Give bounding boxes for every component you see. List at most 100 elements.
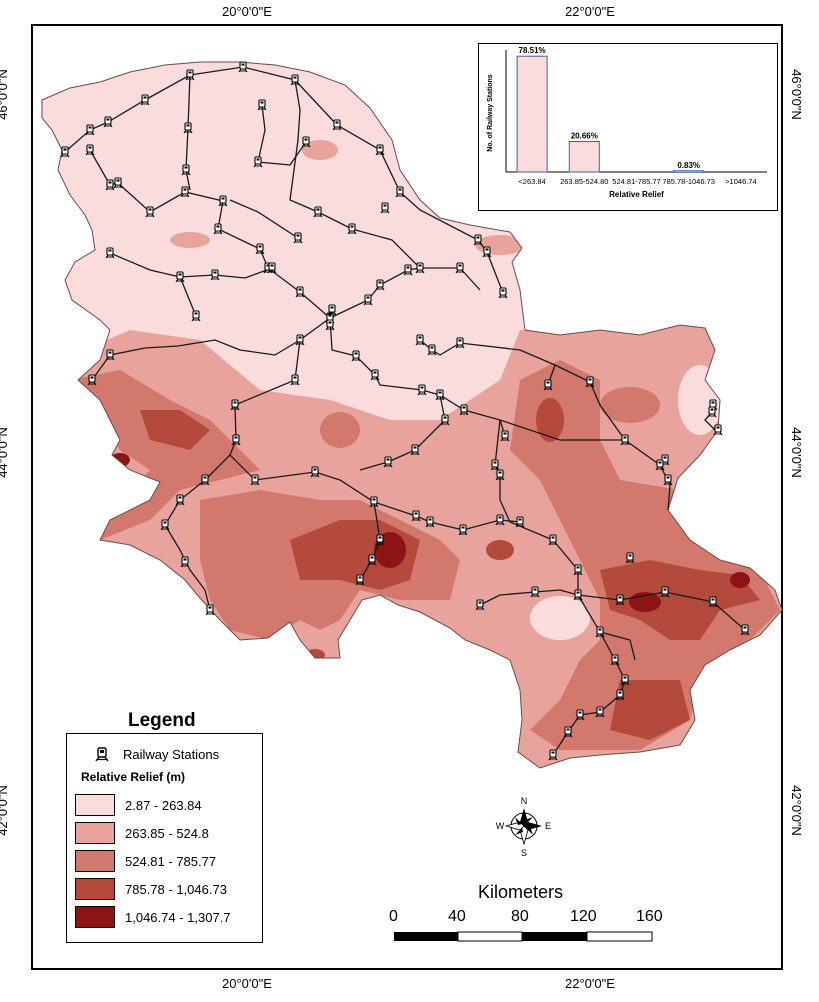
scale-tick-160: 160 [636, 908, 663, 925]
railway-station-marker [660, 586, 670, 598]
railway-station-marker [615, 689, 625, 701]
railway-station-marker [103, 116, 113, 128]
railway-station-marker [105, 179, 115, 191]
chart-data-label: 78.51% [519, 46, 546, 55]
railway-station-marker [415, 334, 425, 346]
graticule-bottom-22e: 22°0'0"E [565, 976, 615, 991]
railway-station-marker [253, 156, 263, 168]
railway-station-marker [85, 124, 95, 136]
north-arrow-icon: N S E W [496, 796, 551, 858]
railway-station-marker [180, 556, 190, 568]
legend-box: Railway Stations Relative Relief (m) 2.8… [66, 733, 263, 943]
scale-tick-120: 120 [570, 908, 597, 925]
legend-swatch-1 [75, 794, 115, 816]
railway-station-marker [427, 344, 437, 356]
legend-swatch-2 [75, 822, 115, 844]
railway-station-marker [458, 524, 468, 536]
scale-bar [394, 931, 653, 942]
railway-station-marker [60, 146, 70, 158]
north-arrow-n: N [521, 796, 528, 806]
relief-station-chart: 78.51% <263.84 20.66% 263.85-524.80 524.81-7… [478, 43, 778, 211]
railway-station-marker [625, 552, 635, 564]
legend-station-label: Railway Stations [123, 746, 220, 762]
legend-class-2: 263.85 - 524.8 [75, 822, 209, 844]
railway-station-marker [410, 444, 420, 456]
railway-station-marker [145, 206, 155, 218]
chart-bar [516, 55, 548, 173]
legend-class-1: 2.87 - 263.84 [75, 794, 202, 816]
legend-class-3-label: 524.81 - 785.77 [125, 853, 217, 869]
railway-station-marker [255, 243, 265, 255]
railway-station-marker [181, 164, 191, 176]
railway-station-marker [455, 337, 465, 349]
railway-station-marker [370, 369, 380, 381]
legend-class-4-label: 785.78 - 1,046.73 [125, 881, 227, 897]
railway-station-marker [455, 262, 465, 274]
railway-station-marker [290, 374, 300, 386]
railway-station-marker [515, 516, 525, 528]
legend-station-row: Railway Stations [95, 746, 219, 762]
railway-station-marker [375, 144, 385, 156]
railway-station-marker [663, 474, 673, 486]
railway-station-marker [713, 424, 723, 436]
railway-station-marker [740, 624, 750, 636]
chart-tick-label: <263.84 [518, 177, 545, 186]
railway-station-marker [375, 279, 385, 291]
railway-station-marker [620, 674, 630, 686]
legend-title: Legend [128, 710, 196, 731]
railway-station-marker [231, 434, 241, 446]
railway-station-marker [615, 594, 625, 606]
railway-station-marker [290, 74, 300, 86]
legend-swatch-5 [75, 906, 115, 928]
railway-station-marker [327, 304, 337, 316]
chart-tick-label: 785.78-1046.73 [662, 177, 715, 186]
legend-class-5: 1,046.74 - 1,307.7 [75, 906, 231, 928]
railway-station-marker [175, 271, 185, 283]
railway-station-marker [105, 349, 115, 361]
railway-station-marker [500, 430, 510, 442]
chart-y-label: No. of Railway Stations [487, 74, 494, 152]
train-icon [95, 747, 109, 762]
scale-tick-40: 40 [448, 908, 466, 925]
railway-station-marker [490, 459, 500, 471]
railway-station-marker [230, 399, 240, 411]
railway-station-marker [293, 232, 303, 244]
railway-station-marker [301, 136, 311, 148]
railway-station-marker [403, 264, 413, 276]
chart-bar [568, 141, 600, 173]
railway-station-marker [459, 404, 469, 416]
railway-station-marker [351, 350, 361, 362]
north-arrow-s: S [521, 848, 527, 858]
railway-station-marker [367, 554, 377, 566]
railway-station-marker [575, 709, 585, 721]
railway-station-marker [395, 186, 405, 198]
railway-station-marker [595, 706, 605, 718]
railway-station-marker [295, 286, 305, 298]
railway-station-marker [238, 61, 248, 73]
railway-station-marker [595, 626, 605, 638]
railway-station-marker [548, 534, 558, 546]
scale-title: Kilometers [478, 882, 564, 902]
legend-class-1-label: 2.87 - 263.84 [125, 797, 202, 813]
railway-station-marker [573, 589, 583, 601]
railway-station-marker [213, 223, 223, 235]
railway-station-marker [87, 374, 97, 386]
railway-station-marker [310, 466, 320, 478]
legend-class-5-label: 1,046.74 - 1,307.7 [125, 909, 231, 925]
railway-station-marker [435, 389, 445, 401]
north-arrow-w: W [496, 821, 505, 831]
railway-station-marker [105, 247, 115, 259]
chart-svg: 78.51% <263.84 20.66% 263.85-524.80 524.81-7… [487, 46, 767, 199]
railway-station-marker [495, 469, 505, 481]
railway-station-marker [257, 99, 267, 111]
railway-station-marker [140, 94, 150, 106]
railway-stations-layer [60, 61, 750, 761]
railway-station-marker [347, 223, 357, 235]
railway-station-marker [210, 269, 220, 281]
railway-station-marker [530, 586, 540, 598]
legend-class-4: 785.78 - 1,046.73 [75, 878, 227, 900]
railway-station-marker [495, 514, 505, 526]
railway-station-marker [473, 234, 483, 246]
railway-station-marker [498, 287, 508, 299]
railway-station-marker [383, 456, 393, 468]
